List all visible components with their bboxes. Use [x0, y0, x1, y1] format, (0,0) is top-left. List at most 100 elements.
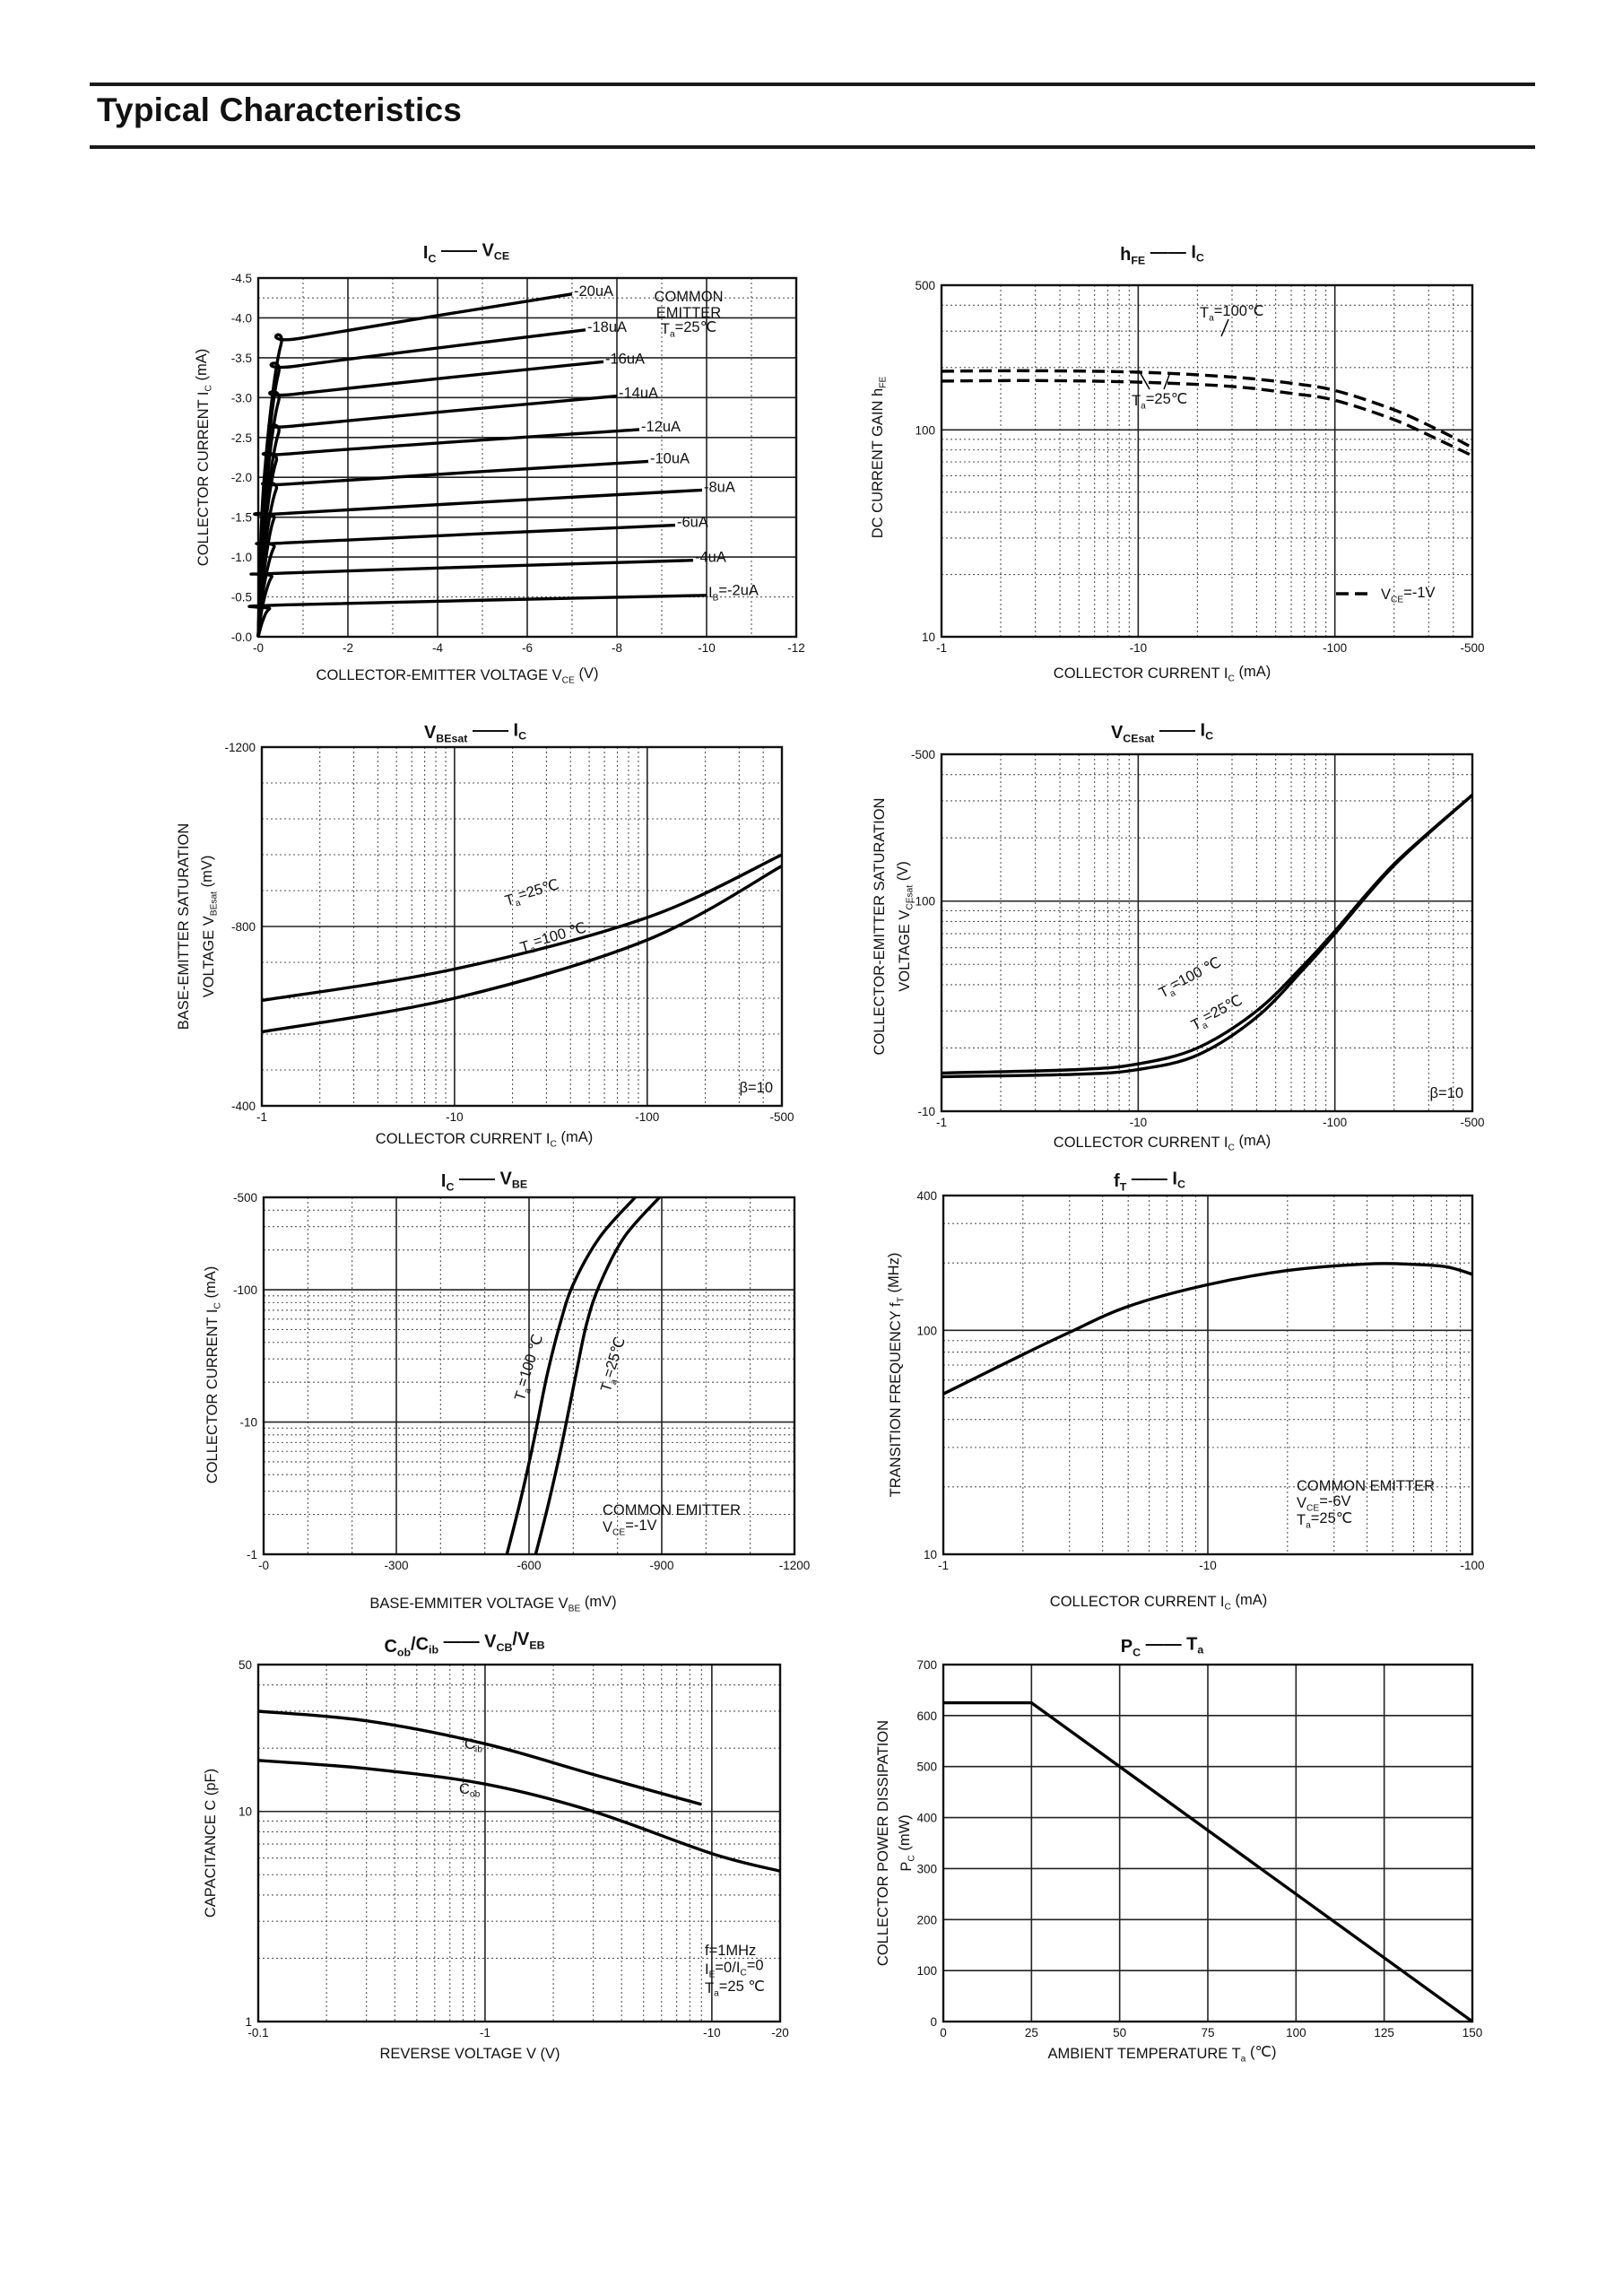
y-tick-label: -0.0 — [231, 631, 252, 644]
annotation-beta: β=10 — [1430, 1085, 1463, 1101]
plot-frame — [942, 1663, 1474, 2023]
x-axis-label: COLLECTOR CURRENT IC (mA) — [1054, 1133, 1271, 1153]
plot-frame — [940, 752, 1474, 1113]
x-axis-label: AMBIENT TEMPERATURE Ta (℃) — [1048, 2044, 1277, 2065]
x-tick-label: -10 — [703, 2026, 721, 2039]
y-tick-label: -3.5 — [231, 352, 252, 365]
y-tick-label: -500 — [911, 748, 935, 761]
y-axis-label: COLLECTOR POWER DISSIPATION — [875, 1720, 891, 1966]
plot-frame — [256, 276, 798, 639]
annotation-ta: Ta=25 ℃ — [705, 1979, 765, 1999]
y-tick-label: 400 — [916, 1189, 937, 1203]
chart-title: IC —— VBE — [441, 1169, 527, 1193]
header-top-rule — [90, 83, 1535, 86]
label-arrow — [1220, 318, 1229, 337]
x-tick-label: -1 — [936, 1116, 947, 1129]
y-tick-label: 10 — [924, 1548, 937, 1561]
chart-title: Cob/Cib —— VCB/VEB — [384, 1630, 544, 1658]
y-tick-label: 500 — [916, 1761, 937, 1774]
y-tick-label: 400 — [916, 1812, 937, 1825]
y-tick-label: 10 — [239, 1805, 252, 1819]
x-tick-label: -900 — [649, 1559, 673, 1572]
y-axis-label-2: VOLTAGE VCEsat (V) — [895, 861, 916, 992]
y-tick-label: -2.0 — [231, 471, 252, 484]
y-tick-label: 0 — [930, 2015, 937, 2029]
y-tick-label: -100 — [233, 1283, 257, 1297]
chart-title: PC —— Ta — [1121, 1634, 1204, 1658]
x-tick-label: -100 — [1460, 1559, 1484, 1572]
chart-title: VCEsat —— IC — [1111, 720, 1213, 744]
series-line-10ua — [256, 459, 649, 638]
y-tick-label: -2.5 — [231, 431, 252, 445]
y-tick-label: 600 — [916, 1709, 937, 1723]
series-label: -18uA — [587, 319, 627, 335]
plot-frame — [256, 1663, 782, 2023]
y-tick-label: 100 — [915, 423, 935, 437]
y-tick-label: -1 — [247, 1548, 257, 1561]
chart-ic-vbe: -0 -300 -600 -900 -1200 -1 -10 -100 -500 IC —— VB… — [203, 1169, 810, 1614]
series-label: -20uA — [574, 283, 613, 300]
x-tick-label: 0 — [940, 2026, 947, 2039]
y-tick-label: -1.0 — [231, 551, 252, 564]
y-tick-label: -400 — [231, 1100, 256, 1113]
y-tick-label: 1 — [245, 2015, 252, 2029]
series-label-ta-25: Ta=25℃ — [596, 1335, 633, 1395]
y-axis-label: COLLECTOR CURRENT IC (mA) — [194, 349, 214, 566]
y-tick-label: 500 — [915, 279, 935, 292]
y-tick-label: -1.5 — [231, 511, 252, 525]
series-line-ta-100 — [505, 1196, 637, 1555]
x-tick-label: -100 — [1323, 641, 1347, 655]
x-axis-label: BASE-EMMITER VOLTAGE VBE (mV) — [369, 1594, 616, 1614]
x-tick-label: -0 — [258, 1559, 269, 1572]
y-tick-label: -100 — [911, 895, 935, 909]
page-title: Typical Characteristics — [97, 91, 462, 128]
y-tick-label: -1200 — [224, 741, 256, 754]
x-axis-label: REVERSE VOLTAGE V (V) — [379, 2046, 560, 2062]
chart-cap-v: -0.1 -1 -10 -20 1 10 50 Cob/Cib —— VCB/VEB REVER… — [203, 1630, 789, 2062]
series-label: -16uA — [605, 351, 645, 367]
x-tick-label: 150 — [1462, 2026, 1483, 2039]
annotation-ta: Ta=25℃ — [661, 319, 716, 340]
series-line-pc — [943, 1700, 1473, 2023]
series-line-6ua — [255, 523, 676, 638]
y-tick-label: -500 — [233, 1191, 257, 1205]
y-axis-label-2: PC (mW) — [897, 1814, 917, 1871]
x-tick-label: -0 — [253, 641, 264, 655]
plot-frame — [260, 745, 784, 1108]
series-label-ta-25: Ta=25℃ — [503, 876, 562, 911]
x-tick-label: -10 — [1130, 641, 1148, 655]
annotation-emitter: EMITTER — [656, 305, 721, 321]
chart-title: fT —— IC — [1114, 1169, 1185, 1193]
y-tick-label: -3.0 — [231, 391, 252, 404]
x-tick-label: -20 — [771, 2026, 789, 2039]
x-tick-label: -1 — [480, 2026, 490, 2039]
series-line-ta-100 — [261, 865, 783, 1034]
y-tick-label: 100 — [916, 1964, 937, 1978]
x-tick-label: -1 — [936, 641, 947, 655]
y-tick-label: -800 — [231, 920, 256, 934]
y-tick-label: -10 — [239, 1416, 257, 1430]
series-line-4ua — [249, 559, 694, 638]
chart-title: IC —— VCE — [423, 240, 509, 265]
series-label-ta-25: Ta=25℃ — [1132, 391, 1187, 412]
x-tick-label: -100 — [1323, 1116, 1347, 1129]
x-tick-label: -0.1 — [247, 2026, 268, 2039]
annotation-beta: β=10 — [740, 1080, 773, 1096]
series-line-ta-25 — [261, 853, 783, 1003]
x-axis-label: COLLECTOR CURRENT IC (mA) — [1050, 1592, 1267, 1613]
x-tick-label: -6 — [522, 641, 533, 655]
annotation-ta: Ta=25℃ — [1297, 1510, 1352, 1531]
y-tick-label: -10 — [917, 1105, 935, 1118]
series-label-ta-100: Ta=100℃ — [1200, 303, 1263, 324]
x-tick-label: 75 — [1201, 2026, 1214, 2039]
y-axis-label: BASE-EMITTER SATURATION — [176, 823, 192, 1030]
y-tick-label: 10 — [922, 631, 935, 644]
annotation-common-emitter: COMMON EMITTER — [1297, 1478, 1435, 1494]
series-line-ta-25 — [941, 794, 1474, 1079]
x-tick-label: -1 — [938, 1559, 949, 1572]
y-axis-label: TRANSITION FREQUENCY fT (MHz) — [886, 1253, 907, 1498]
x-tick-label: -100 — [635, 1110, 659, 1124]
series-line-ta-25 — [534, 1196, 661, 1555]
chart-hfe-ic: -1 -10 -100 -500 10 100 500 hFE —— IC COLLECTOR … — [870, 242, 1485, 683]
x-tick-label: -300 — [384, 1559, 408, 1572]
